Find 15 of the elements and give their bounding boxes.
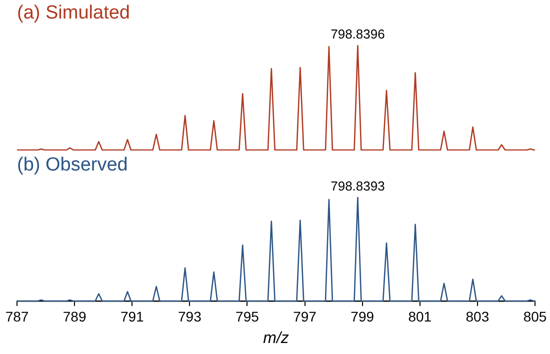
x-tick-label: 805 [523,308,547,324]
x-tick-label: 797 [293,308,317,324]
x-tick-label: 803 [466,308,490,324]
x-tick-label: 799 [350,308,374,324]
x-tick-label: 795 [236,308,260,324]
x-tick-label: 801 [408,308,432,324]
annotation: 798.8396 [330,26,385,42]
x-tick-label: 791 [120,308,144,324]
chart-title: (b) Observed [17,154,128,176]
x-tick-label: 787 [5,308,29,324]
chart-title: (a) Simulated [17,2,130,24]
x-tick-label: 789 [62,308,86,324]
x-axis-title: m/z [263,330,289,347]
annotation: 798.8393 [330,178,385,194]
x-tick-label: 793 [178,308,202,324]
